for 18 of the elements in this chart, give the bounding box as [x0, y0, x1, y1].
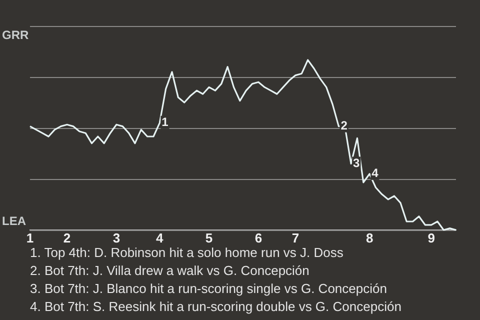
text: 3. Bot 7th: J. Blanco hit a run-scoring single vs G. Concepción	[30, 280, 388, 298]
text: LEA	[2, 214, 26, 228]
text: 2. Bot 7th: J. Villa drew a walk vs G. Concepción	[30, 262, 310, 280]
text: 1. Top 4th: D. Robinson hit a solo home run vs J. Doss	[30, 244, 344, 262]
x-tick-label: 9	[428, 230, 435, 246]
annotation: 1	[162, 115, 169, 130]
x-tick-label: 4	[156, 230, 164, 246]
annotation: 4	[372, 166, 379, 180]
x-tick-label: 3	[112, 230, 120, 246]
x-tick-label: 2	[63, 230, 71, 246]
x-tick-label: 5	[205, 230, 213, 246]
x-tick-label: 8	[366, 230, 374, 246]
text: 4. Bot 7th: S. Reesink hit a run-scoring double vs G. Concepción	[30, 298, 402, 316]
x-tick-label: 6	[254, 230, 262, 246]
annotation: 3	[353, 156, 360, 170]
x-tick-label: 7	[292, 230, 300, 246]
x-tick-label: 1	[26, 230, 34, 246]
text: GRR	[2, 28, 29, 42]
